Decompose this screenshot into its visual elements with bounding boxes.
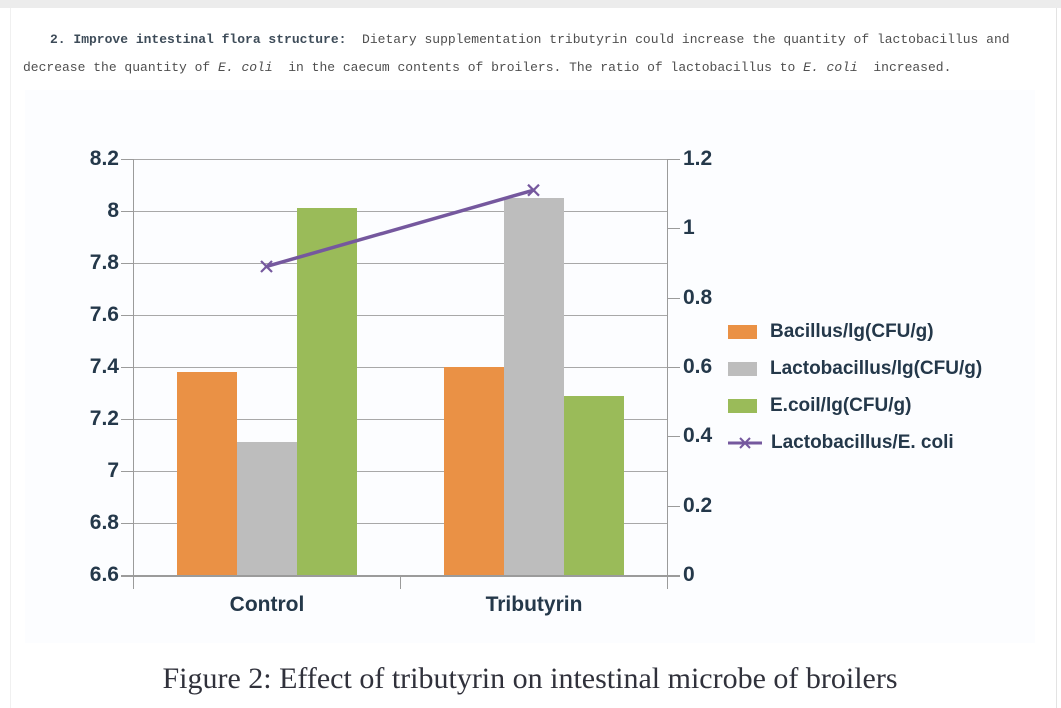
paragraph-segment: increased. [857,60,952,75]
bar-lactobacillus-control [237,442,297,575]
x-axis-tick [400,577,401,589]
paragraph: 2. Improve intestinal flora structure: D… [23,26,1045,82]
left-axis-tick [121,523,133,524]
left-axis-label: 7.4 [89,355,119,378]
right-axis-line [667,159,668,577]
bar-bacillus-tributyrin [444,367,504,575]
x-marker [527,183,540,197]
legend-line-swatch [728,435,762,451]
bar-e-coil-control [297,208,357,575]
paragraph-segment: 2. Improve intestinal flora structure: [50,32,347,47]
right-axis-label: 0.6 [683,355,713,378]
left-axis-tick [121,367,133,368]
bar-lactobacillus-tributyrin [504,198,564,575]
gridline [133,159,667,160]
right-axis-label: 1 [683,216,695,239]
x-axis-tick [667,577,668,589]
legend-row: Lactobacillus/E. coli [728,424,982,461]
x-marker [527,183,540,197]
paragraph-segment: decrease the quantity of [23,60,219,75]
top-edge-strip [0,0,1061,8]
legend-label: Bacillus/lg(CFU/g) [770,320,934,342]
gridline [133,315,667,316]
left-axis-line [133,159,134,577]
page-border-right [1056,8,1057,708]
paragraph-line: 2. Improve intestinal flora structure: D… [23,26,1045,54]
x-axis-tick [133,577,134,589]
left-axis-tick [121,575,133,576]
figure-caption: Figure 2: Effect of tributyrin on intest… [162,662,898,695]
right-axis-tick [667,575,680,576]
paragraph-segment: Dietary supplementation tributyrin could… [346,32,1010,47]
left-axis-label: 6.8 [89,511,119,534]
legend-swatch-bacillus [728,324,757,339]
right-axis-tick [667,436,680,437]
right-axis-tick [667,298,680,299]
category-label-control: Control [229,593,305,616]
legend-label: E.coil/lg(CFU/g) [770,394,912,416]
category-label-tributyrin: Tributyrin [485,593,583,616]
right-axis-label: 0 [683,563,695,586]
legend-row: E.coil/lg(CFU/g) [728,387,982,424]
paragraph-line: decrease the quantity of E. coli in the … [23,54,1045,82]
legend-row: Lactobacillus/lg(CFU/g) [728,350,982,387]
right-axis-tick [667,506,680,507]
paragraph-segment: E. coli [803,60,858,75]
paragraph-segment: in the caecum contents of broilers. The … [272,60,804,75]
right-axis-tick [667,228,680,229]
page-border-left [10,8,11,708]
right-axis-label: 0.2 [683,494,713,517]
legend-line-part [739,436,751,449]
left-axis-label: 7.6 [89,303,119,326]
left-axis-label: 6.6 [89,563,119,586]
left-axis-label: 7.2 [89,407,119,430]
right-axis-tick [667,159,680,160]
bar-e-coil-tributyrin [564,396,624,575]
left-axis-label: 7.8 [89,251,119,274]
legend-swatch-e-coil [728,398,757,413]
left-axis-label: 8 [107,199,119,222]
legend-label: Lactobacillus/lg(CFU/g) [770,357,983,379]
chart-legend: Bacillus/lg(CFU/g) Lactobacillus/lg(CFU/g… [728,313,982,461]
right-axis-label: 0.8 [683,286,713,309]
right-axis-label: 0.4 [683,424,713,447]
gridline [133,263,667,264]
paragraph-segment: E. coli [218,60,273,75]
gridline [133,211,667,212]
left-axis-tick [121,419,133,420]
left-axis-tick [121,315,133,316]
legend-label: Lactobacillus/E. coli [771,431,954,453]
gridline [133,471,667,472]
left-axis-label: 8.2 [89,147,119,170]
gridline [133,523,667,524]
right-axis-label: 1.2 [683,147,713,170]
left-axis-tick [121,159,133,160]
gridline [133,419,667,420]
left-axis-tick [121,263,133,264]
left-axis-label: 7 [107,459,119,482]
x-axis-line [121,575,680,577]
legend-row: Bacillus/lg(CFU/g) [728,313,982,350]
left-axis-tick [121,471,133,472]
bar-bacillus-control [177,372,237,575]
legend-swatch-lactobacillus [728,361,757,376]
right-axis-tick [667,367,680,368]
gridline [133,367,667,368]
left-axis-tick [121,211,133,212]
legend-line-icon [728,436,762,449]
